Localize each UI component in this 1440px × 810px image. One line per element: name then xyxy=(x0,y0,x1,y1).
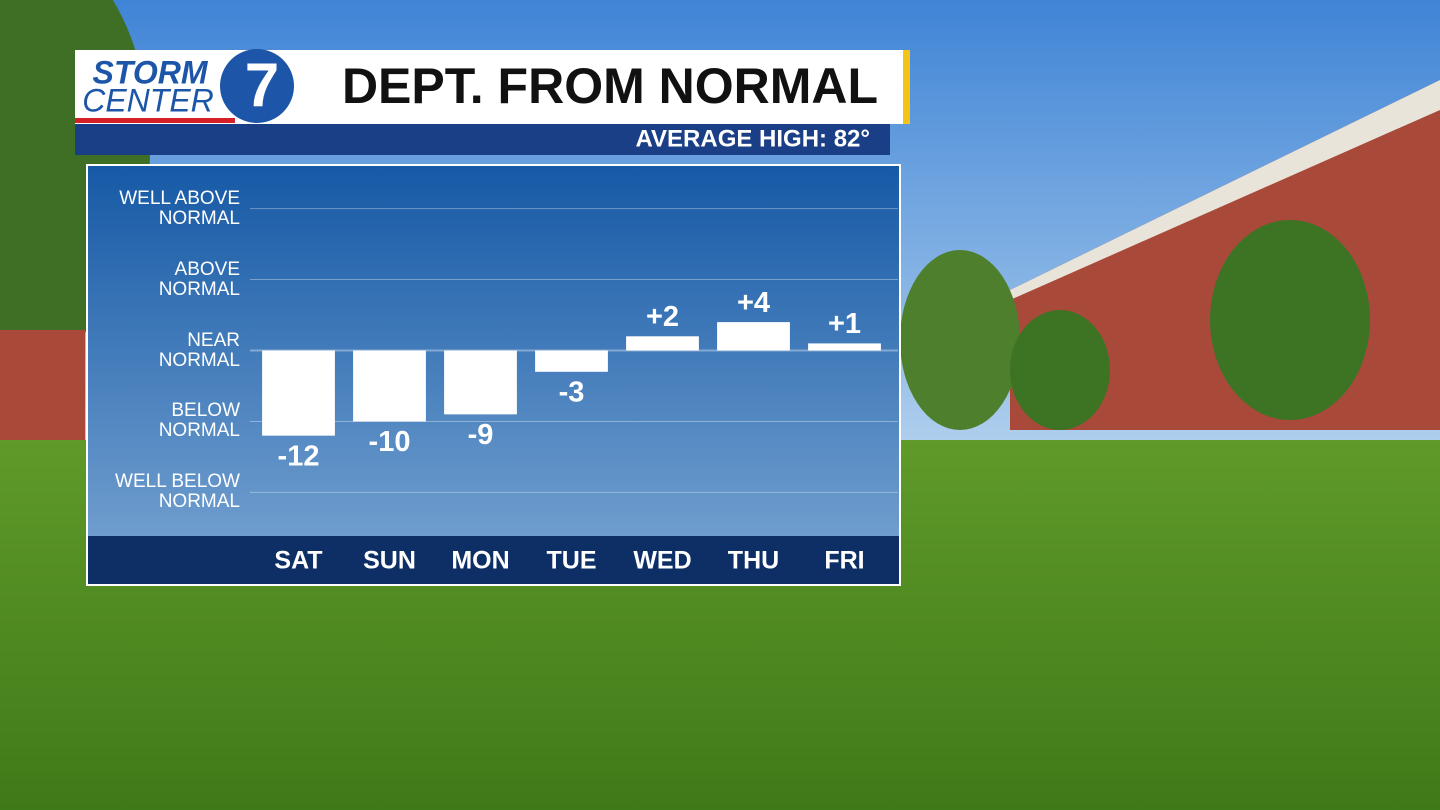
x-tick-label: THU xyxy=(728,547,779,575)
value-label: -12 xyxy=(278,440,320,472)
x-tick-label: SAT xyxy=(274,547,322,575)
x-tick-label: MON xyxy=(451,547,509,575)
x-tick-label: TUE xyxy=(547,547,597,575)
building xyxy=(0,330,85,440)
bar xyxy=(444,350,517,415)
y-tick-label: BELOW NORMAL xyxy=(158,400,240,442)
y-tick-label: ABOVE NORMAL xyxy=(158,258,240,300)
logo-number: 7 xyxy=(245,51,279,120)
tree xyxy=(1210,220,1370,420)
subtitle-bar xyxy=(75,124,890,155)
x-tick-label: WED xyxy=(633,547,691,575)
header-accent xyxy=(903,50,910,124)
value-label: +2 xyxy=(646,301,679,333)
value-label: -3 xyxy=(559,376,585,408)
x-tick-label: SUN xyxy=(363,547,416,575)
bar xyxy=(535,350,608,372)
bar xyxy=(353,350,426,422)
value-label: +1 xyxy=(828,308,861,340)
bar xyxy=(262,350,335,436)
tree xyxy=(900,250,1020,430)
y-tick-label: WELL ABOVE NORMAL xyxy=(119,187,240,229)
header xyxy=(75,50,908,124)
value-label: +4 xyxy=(737,287,770,319)
x-axis-bar xyxy=(88,536,899,584)
y-tick-label: WELL BELOW NORMAL xyxy=(115,471,240,513)
logo-circle xyxy=(220,49,294,123)
bar xyxy=(626,336,699,351)
value-label: -9 xyxy=(468,419,494,451)
bar xyxy=(717,322,790,351)
logo-stripe xyxy=(75,118,235,123)
chart-subtitle: AVERAGE HIGH: 82° xyxy=(635,125,870,152)
logo-text: STORM xyxy=(93,54,209,90)
logo-text: CENTER xyxy=(82,82,214,118)
value-label: -10 xyxy=(369,426,411,458)
chart-title: DEPT. FROM NORMAL xyxy=(342,58,878,114)
x-tick-label: FRI xyxy=(824,547,864,575)
y-tick-label: NEAR NORMAL xyxy=(158,329,240,371)
roof xyxy=(1010,80,1440,300)
tree xyxy=(1010,310,1110,430)
bar xyxy=(808,343,881,351)
